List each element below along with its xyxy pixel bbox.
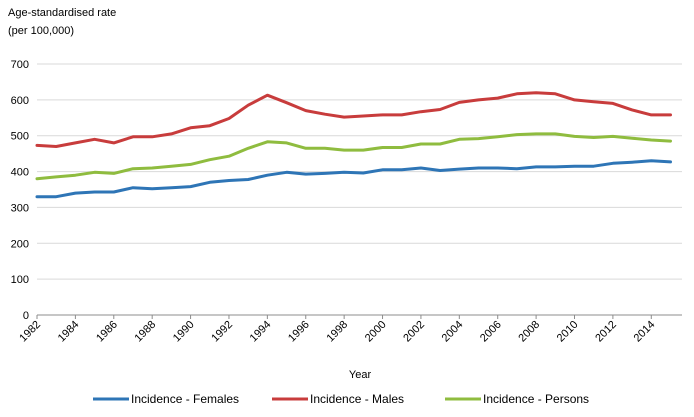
x-tick-label-2010: 2010: [555, 319, 581, 345]
legend-label-incidence-persons: Incidence - Persons: [483, 392, 589, 406]
x-tick-label-1996: 1996: [286, 319, 312, 345]
x-tick-label-1984: 1984: [56, 319, 82, 345]
legend-label-incidence-females: Incidence - Females: [131, 392, 239, 406]
y-axis-title-line-2: (per 100,000): [8, 25, 74, 37]
y-axis-ticks: 0 100 200 300 400 500 600 700: [11, 59, 29, 322]
x-axis-title: Year: [349, 369, 372, 381]
y-tick-label-300: 300: [11, 202, 29, 214]
x-tick-label-1998: 1998: [324, 319, 350, 345]
y-tick-label-100: 100: [11, 274, 29, 286]
x-axis-ticks: 1982 1984 1986 1988 1990 1992 1994 1996 1998 2000…: [17, 315, 657, 344]
y-tick-label-0: 0: [23, 310, 29, 322]
x-tick-label-2012: 2012: [593, 319, 619, 345]
series-lines: [35, 91, 672, 199]
y-tick-label-700: 700: [11, 59, 29, 71]
x-tick-label-1988: 1988: [133, 319, 159, 345]
legend-label-incidence-males: Incidence - Males: [310, 392, 404, 406]
x-tick-label-1994: 1994: [248, 319, 274, 345]
x-tick-label-1986: 1986: [94, 319, 120, 345]
legend: Incidence - Females Incidence - Males Inci…: [93, 392, 589, 406]
series-line-incidence-persons: [35, 132, 672, 181]
y-axis-title-line-1: Age-standardised rate: [8, 7, 116, 19]
y-tick-label-200: 200: [11, 238, 29, 250]
y-tick-label-400: 400: [11, 167, 29, 179]
x-tick-label-2000: 2000: [363, 319, 389, 345]
x-tick-label-1992: 1992: [209, 319, 235, 345]
x-tick-label-1990: 1990: [171, 319, 197, 345]
y-tick-label-500: 500: [11, 131, 29, 143]
x-tick-label-1982: 1982: [17, 319, 43, 345]
x-tick-label-2014: 2014: [632, 319, 658, 345]
y-tick-label-600: 600: [11, 95, 29, 107]
series-line-incidence-males: [35, 91, 672, 148]
x-tick-label-2006: 2006: [478, 319, 504, 345]
x-tick-label-2004: 2004: [440, 319, 466, 345]
x-tick-label-2008: 2008: [516, 319, 542, 345]
x-tick-label-2002: 2002: [401, 319, 427, 345]
series-line-incidence-females: [35, 159, 672, 199]
